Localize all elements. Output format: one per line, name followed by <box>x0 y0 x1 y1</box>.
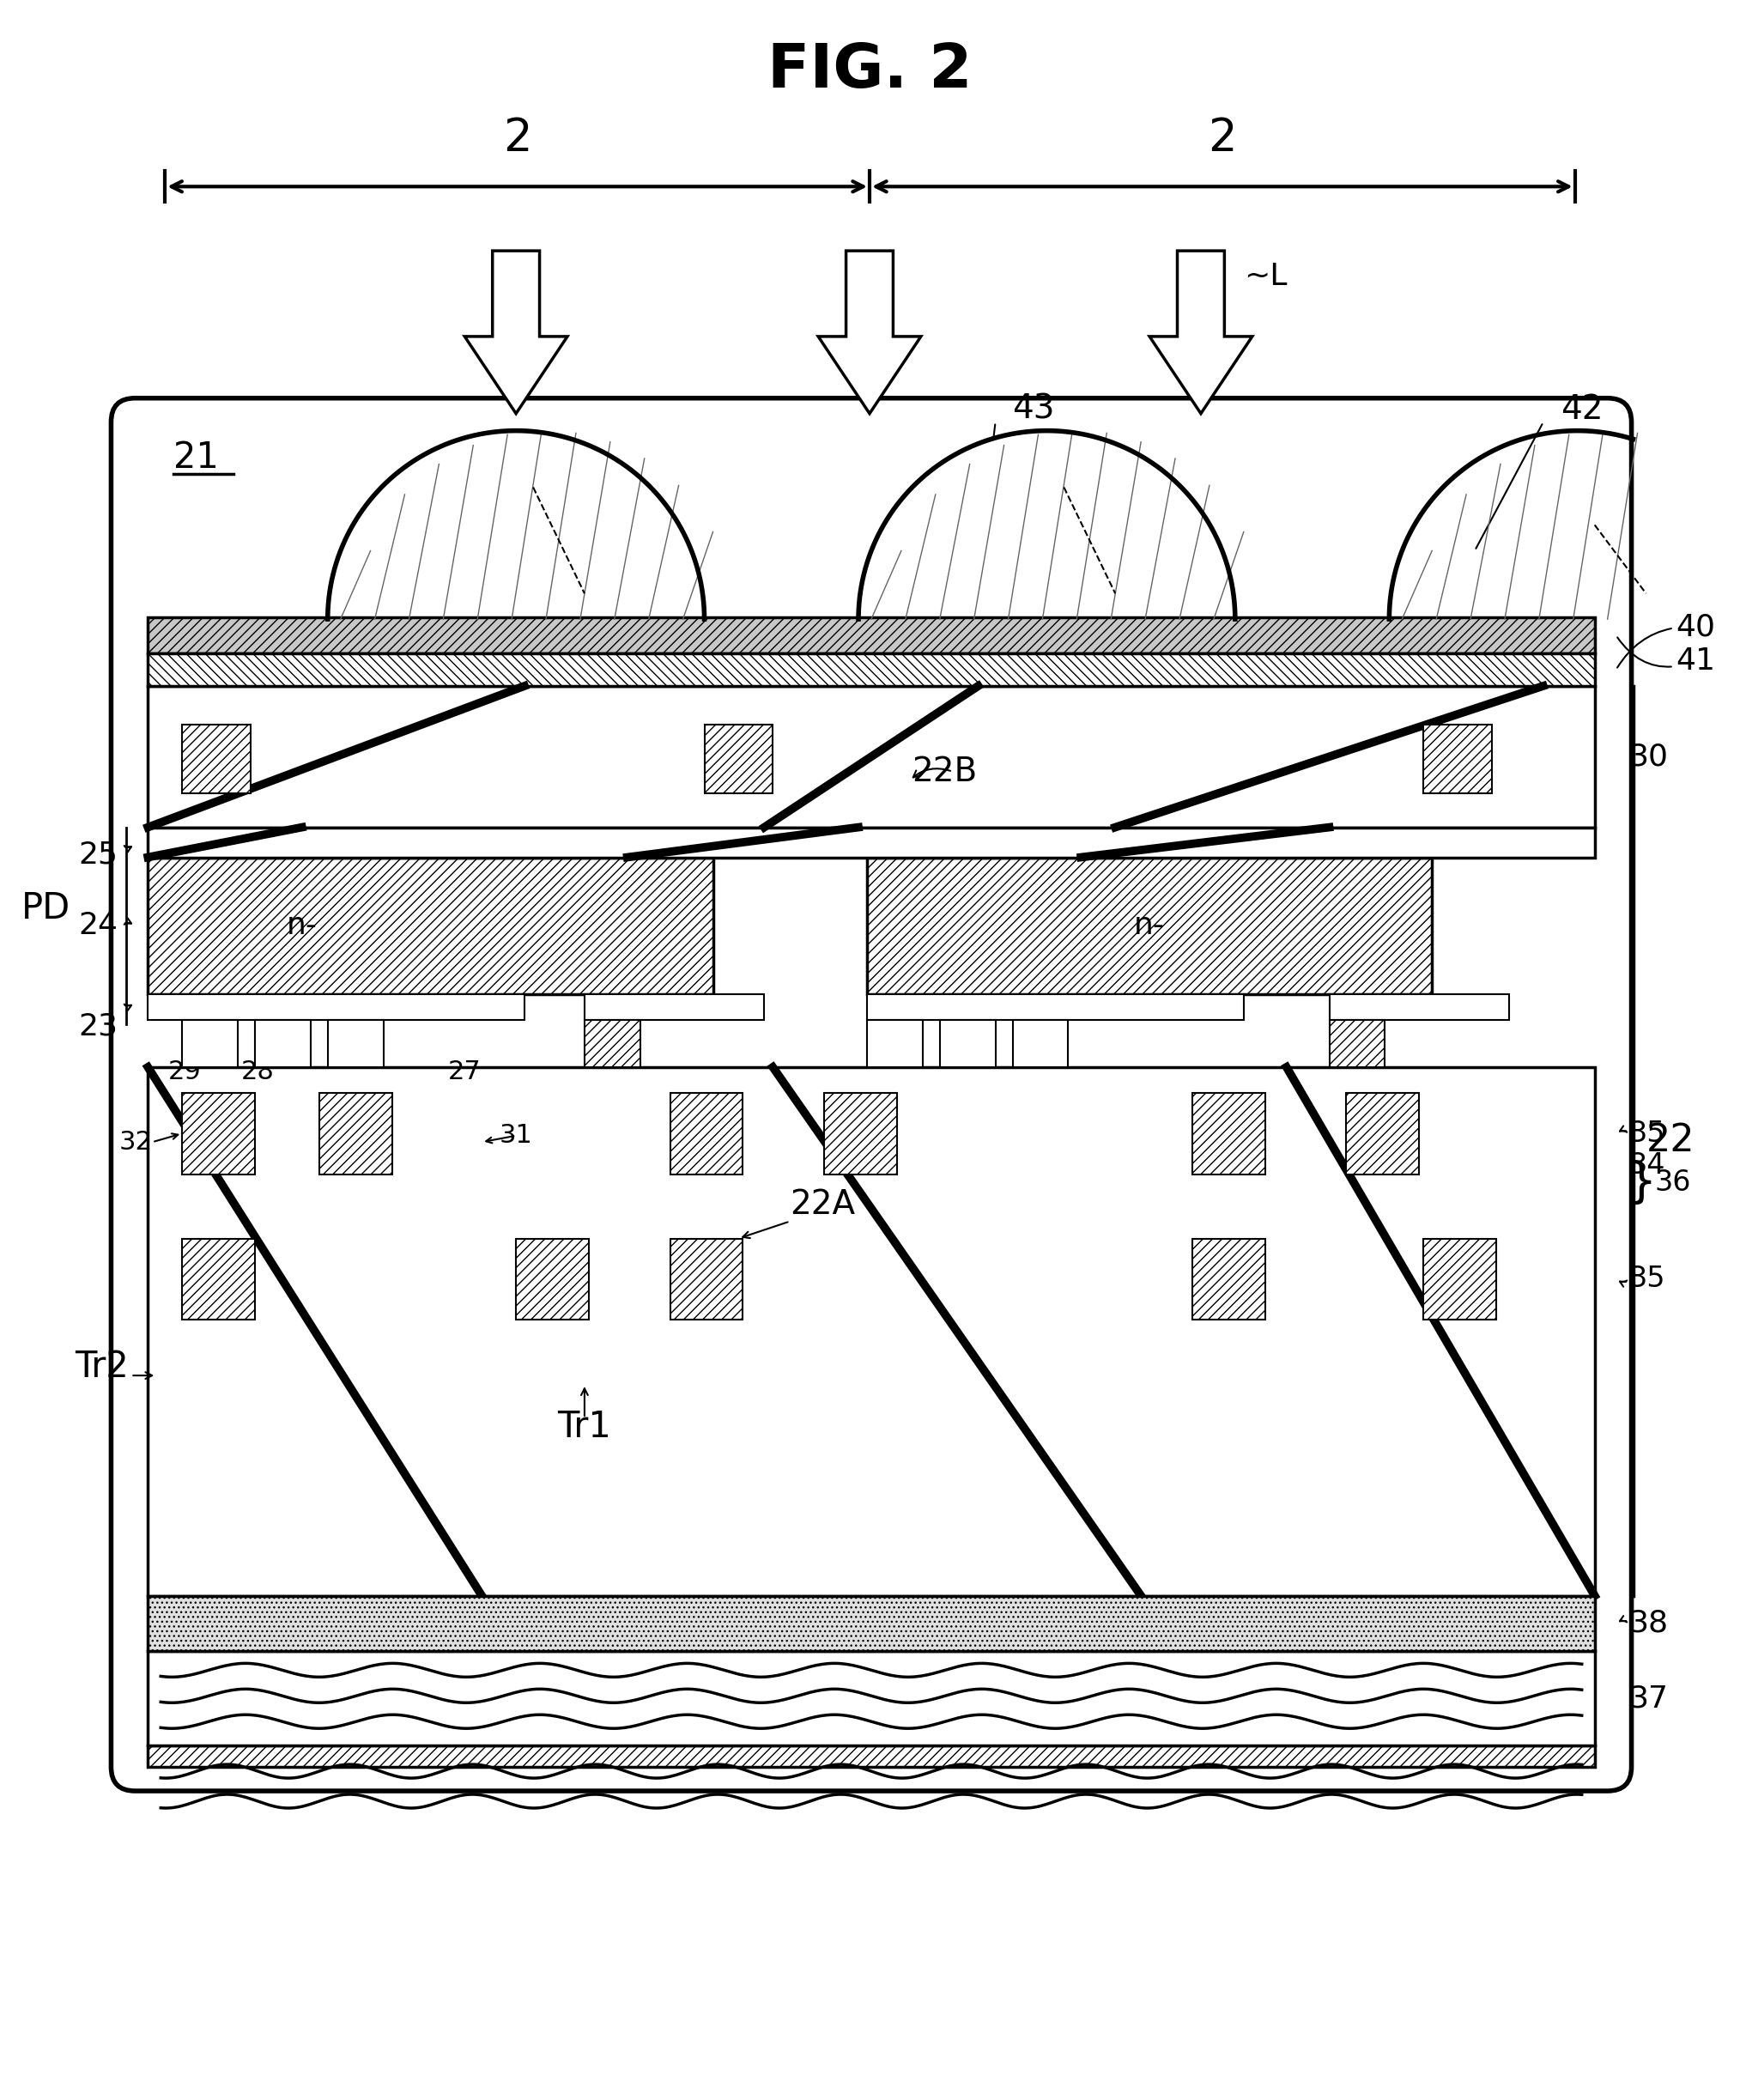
Bar <box>1192 1239 1265 1319</box>
Polygon shape <box>327 430 705 620</box>
Bar <box>148 993 524 1021</box>
Text: 22: 22 <box>1646 1121 1695 1159</box>
Text: FIG. 2: FIG. 2 <box>767 42 973 101</box>
Bar <box>148 1596 1594 1651</box>
Polygon shape <box>1150 250 1253 414</box>
Text: n: n <box>204 1033 216 1054</box>
Bar <box>1423 724 1491 794</box>
Bar <box>705 724 773 794</box>
Text: 2: 2 <box>503 116 532 162</box>
Text: 22B: 22B <box>912 756 976 788</box>
Text: n-: n- <box>1134 911 1164 941</box>
Text: 40: 40 <box>1616 613 1716 668</box>
Text: ~L: ~L <box>1244 262 1288 292</box>
Bar <box>585 1021 640 1067</box>
Text: Tr1: Tr1 <box>557 1409 611 1445</box>
Text: 43: 43 <box>1013 393 1054 426</box>
Text: 36: 36 <box>1655 1168 1691 1197</box>
Bar <box>1347 1092 1420 1174</box>
Text: 37: 37 <box>1629 1684 1669 1714</box>
Bar <box>318 1092 392 1174</box>
Bar <box>148 687 1594 827</box>
Bar <box>940 1021 995 1067</box>
Polygon shape <box>818 250 920 414</box>
Bar <box>670 1239 743 1319</box>
Bar <box>867 993 1244 1021</box>
Text: n: n <box>666 995 682 1018</box>
Bar <box>256 1021 310 1067</box>
Bar <box>148 857 713 993</box>
Text: 21: 21 <box>174 439 219 475</box>
Bar <box>825 1092 896 1174</box>
Text: n: n <box>889 1033 901 1054</box>
Bar <box>670 1092 743 1174</box>
Text: p: p <box>285 830 301 855</box>
Bar <box>867 857 1432 993</box>
Text: 32: 32 <box>118 1130 151 1155</box>
Text: 25: 25 <box>78 840 118 869</box>
Bar <box>183 1021 238 1067</box>
Bar <box>148 653 1594 687</box>
Text: p: p <box>606 1033 619 1054</box>
Bar <box>1192 1092 1265 1174</box>
Text: 24: 24 <box>78 911 118 941</box>
Text: n: n <box>960 1033 974 1054</box>
Polygon shape <box>858 430 1235 620</box>
Text: 42: 42 <box>1561 393 1603 426</box>
Text: 41: 41 <box>1618 638 1716 676</box>
Text: p: p <box>235 995 249 1018</box>
FancyBboxPatch shape <box>111 399 1632 1791</box>
Bar <box>148 1745 1594 1766</box>
Bar <box>1423 1239 1496 1319</box>
Polygon shape <box>465 250 567 414</box>
Text: 22A: 22A <box>790 1189 856 1220</box>
Text: PD: PD <box>21 890 71 926</box>
Text: n: n <box>350 1033 362 1054</box>
Bar <box>585 993 764 1021</box>
Bar <box>183 1239 256 1319</box>
Bar <box>148 1067 1594 1596</box>
Text: Tr2: Tr2 <box>75 1348 129 1386</box>
Text: n-: n- <box>287 911 317 941</box>
Text: 38: 38 <box>1629 1609 1669 1638</box>
Bar <box>148 1651 1594 1745</box>
Text: n: n <box>1034 1033 1047 1054</box>
Bar <box>148 617 1594 653</box>
Bar <box>1013 1021 1068 1067</box>
Text: n: n <box>277 1033 289 1054</box>
Bar <box>148 827 1594 857</box>
Text: p: p <box>1350 1033 1364 1054</box>
Text: 35: 35 <box>1629 1264 1665 1294</box>
Text: 30: 30 <box>1629 741 1669 771</box>
Text: 31: 31 <box>499 1124 532 1149</box>
Bar <box>867 1021 922 1067</box>
Text: 2: 2 <box>1208 116 1237 162</box>
Text: p: p <box>1047 995 1063 1018</box>
Bar <box>1329 993 1509 1021</box>
Bar <box>183 724 251 794</box>
Text: 29: 29 <box>169 1058 202 1084</box>
Text: 27: 27 <box>447 1058 482 1084</box>
Text: 23: 23 <box>78 1012 118 1042</box>
Bar <box>517 1239 588 1319</box>
Bar <box>183 1092 256 1174</box>
Text: 35: 35 <box>1629 1119 1665 1149</box>
Bar <box>327 1021 383 1067</box>
Bar <box>1329 1021 1385 1067</box>
Text: 28: 28 <box>240 1058 275 1084</box>
Text: n: n <box>1411 995 1427 1018</box>
Text: 34: 34 <box>1629 1151 1665 1180</box>
Text: }: } <box>1627 1159 1656 1205</box>
